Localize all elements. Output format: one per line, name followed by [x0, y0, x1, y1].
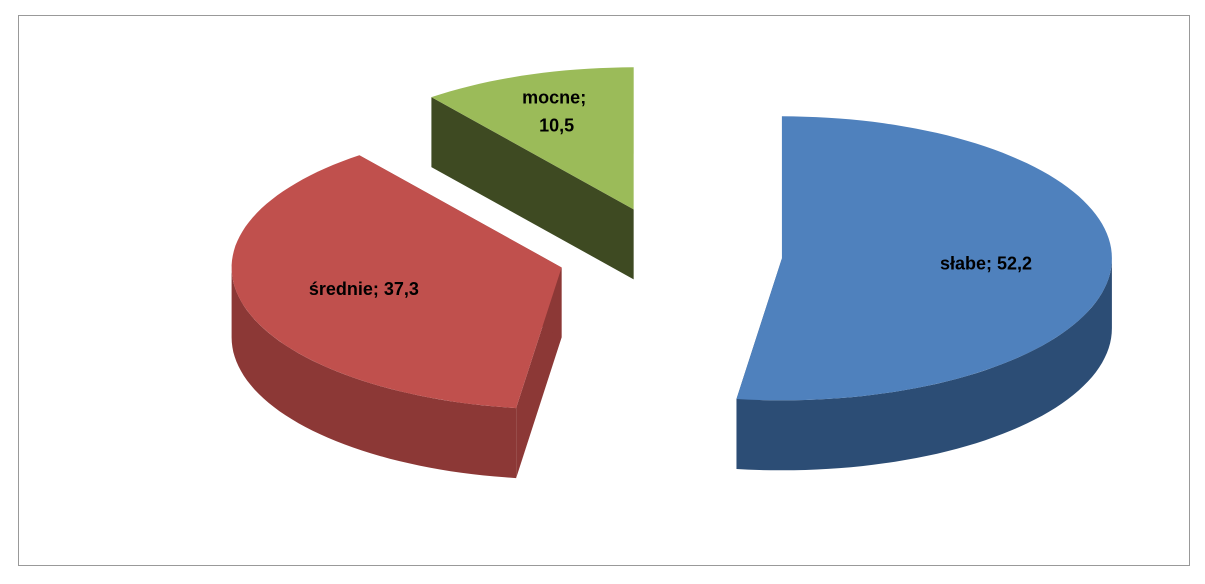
slice [431, 67, 634, 210]
label-category: mocne [522, 87, 580, 107]
label-value: 37,3 [384, 279, 419, 299]
slice-wall [231, 267, 517, 479]
label-separator: ; [373, 279, 384, 299]
data-label: słabe; 52,2 [940, 253, 1032, 273]
label-category: średnie [309, 279, 373, 299]
slice [231, 155, 562, 409]
slice-wall [736, 258, 1112, 471]
label-value: 52,2 [997, 253, 1032, 273]
data-label: mocne; 10,5 [522, 87, 591, 135]
label-separator: ; [986, 253, 997, 273]
slice-side [431, 97, 634, 280]
label-separator: ; [580, 87, 591, 107]
slice [736, 116, 1112, 401]
data-label: średnie; 37,3 [309, 279, 419, 299]
label-value: 10,5 [539, 115, 574, 135]
label-category: słabe [940, 253, 986, 273]
